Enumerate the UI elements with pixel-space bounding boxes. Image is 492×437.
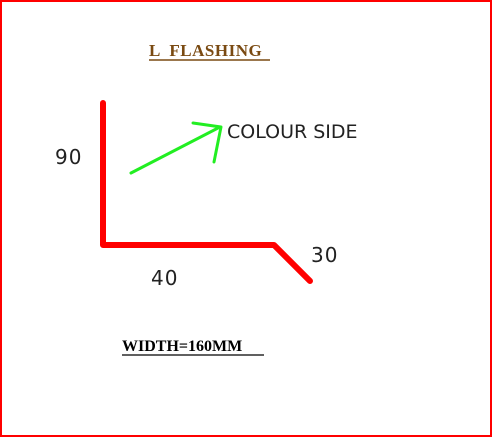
colour-side-label: COLOUR SIDE (227, 121, 358, 143)
dimension-label-angled: 30 (311, 243, 338, 267)
colour-side-arrow (129, 121, 223, 175)
flashing-profile-line (100, 100, 313, 284)
diagram-title: L FLASHING (149, 41, 262, 60)
dimension-label-vertical: 90 (55, 145, 82, 169)
dimension-label-horizontal: 40 (151, 266, 178, 290)
width-note: WIDTH=160MM (122, 338, 242, 355)
